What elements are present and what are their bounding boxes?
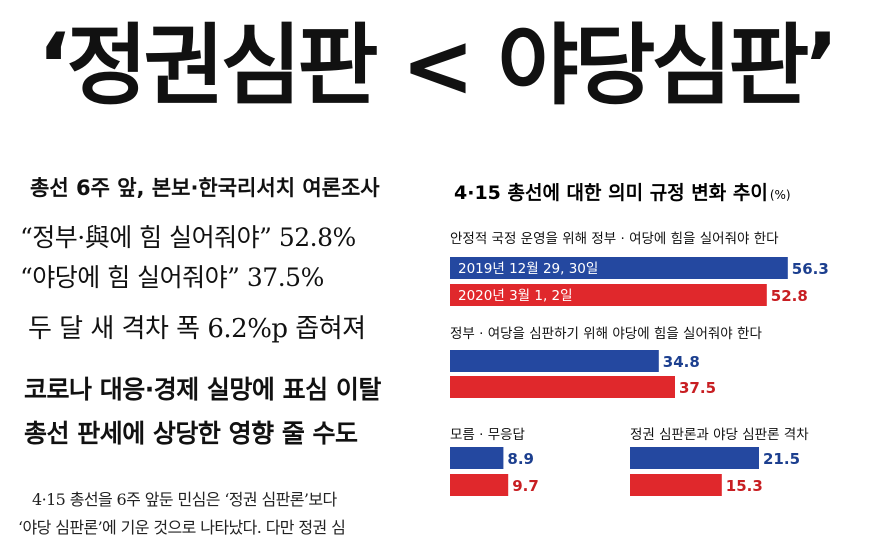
- bar-2020: [630, 474, 722, 496]
- bar-2019: [450, 350, 659, 372]
- gap-summary: 두 달 새 격차 폭 6.2%p 좁혀져: [28, 314, 366, 344]
- series-label: 2019년 12월 29, 30일: [458, 261, 598, 277]
- bar-2019: [630, 447, 759, 469]
- bar-2020: [450, 376, 675, 398]
- bar-2019: [450, 257, 788, 279]
- value-label: 21.5: [763, 450, 800, 468]
- bar-chart: 4·15 총선에 대한 의미 규정 변화 추이 (%) 안정적 국정 운영을 위해…: [450, 182, 829, 496]
- kicker: 총선 6주 앞, 본보·한국리서치 여론조사: [30, 176, 380, 200]
- subhead-1: 코로나 대응·경제 실망에 표심 이탈: [24, 375, 381, 404]
- value-label: 8.9: [507, 450, 534, 468]
- group-label: 정권 심판론과 야당 심판론 격차: [630, 427, 809, 443]
- headline: ‘정권심판 < 야당심판’: [37, 14, 839, 117]
- group-label: 정부 · 여당을 심판하기 위해 야당에 힘을 실어줘야 한다: [450, 326, 762, 342]
- subhead-2: 총선 판세에 상당한 영향 줄 수도: [24, 419, 358, 448]
- bar-2020: [450, 474, 509, 496]
- value-label: 52.8: [771, 287, 808, 305]
- value-label: 37.5: [679, 379, 716, 397]
- body-line-1: 4·15 총선을 6주 앞둔 민심은 ‘정권 심판론’보다: [32, 490, 337, 509]
- chart-title: 4·15 총선에 대한 의미 규정 변화 추이 (%): [454, 182, 791, 204]
- value-label: 56.3: [792, 260, 829, 278]
- article-left-panel: 총선 6주 앞, 본보·한국리서치 여론조사 “정부·與에 힘 실어줘야” 52…: [0, 0, 430, 540]
- quote-ruling-party: “정부·與에 힘 실어줘야” 52.8%: [20, 223, 356, 252]
- bar-2020: [450, 284, 767, 306]
- quote-opposition: “야당에 힘 실어줘야” 37.5%: [20, 263, 324, 292]
- chart-title-text: 4·15 총선에 대한 의미 규정 변화 추이: [454, 182, 768, 204]
- value-label: 34.8: [663, 353, 700, 371]
- value-label: 15.3: [726, 477, 763, 495]
- group-label: 모름 · 무응답: [450, 427, 525, 443]
- group-label: 안정적 국정 운영을 위해 정부 · 여당에 힘을 실어줘야 한다: [450, 231, 779, 247]
- series-label: 2020년 3월 1, 2일: [458, 288, 573, 304]
- value-label: 9.7: [512, 477, 539, 495]
- bars-group: 안정적 국정 운영을 위해 정부 · 여당에 힘을 실어줘야 한다 56.3 201…: [450, 231, 829, 496]
- body-line-2: ‘야당 심판론’에 기운 것으로 나타났다. 다만 정권 심: [18, 518, 346, 537]
- bar-2019: [450, 447, 504, 469]
- chart-unit: (%): [770, 188, 791, 202]
